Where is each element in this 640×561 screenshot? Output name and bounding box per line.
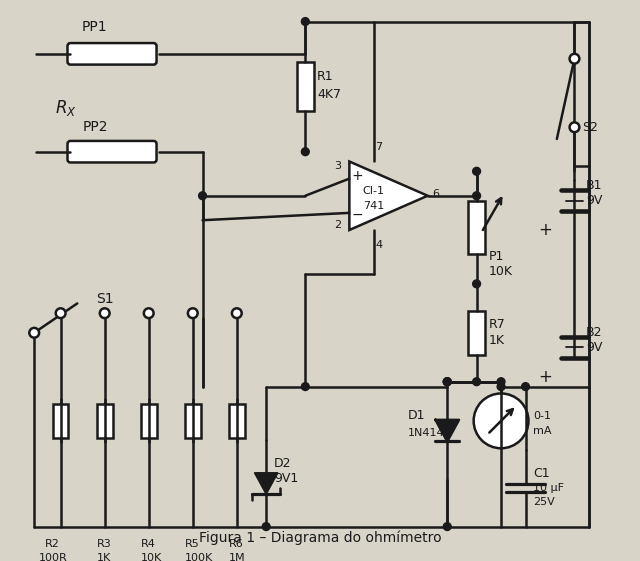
Text: CI-1: CI-1: [363, 186, 385, 196]
FancyBboxPatch shape: [53, 404, 68, 438]
Text: $R_X$: $R_X$: [54, 98, 76, 118]
Circle shape: [301, 383, 309, 390]
Text: R7: R7: [488, 319, 505, 332]
FancyBboxPatch shape: [67, 43, 157, 65]
Circle shape: [29, 328, 39, 338]
Circle shape: [301, 148, 309, 155]
Text: −: −: [351, 208, 363, 222]
Text: PP2: PP2: [82, 120, 108, 134]
FancyBboxPatch shape: [185, 404, 200, 438]
Text: R5: R5: [185, 539, 200, 549]
Text: 1N4148: 1N4148: [408, 427, 452, 438]
Circle shape: [444, 523, 451, 531]
Text: 4: 4: [375, 240, 382, 250]
Text: 100R: 100R: [38, 553, 67, 561]
Circle shape: [473, 167, 481, 175]
Text: 9V1: 9V1: [274, 472, 298, 485]
Text: R2: R2: [45, 539, 60, 549]
Circle shape: [473, 192, 481, 200]
FancyBboxPatch shape: [229, 404, 244, 438]
FancyBboxPatch shape: [141, 404, 157, 438]
Circle shape: [444, 378, 451, 385]
Text: 0-1: 0-1: [533, 411, 552, 421]
Text: S1: S1: [96, 292, 113, 306]
Circle shape: [232, 309, 242, 318]
Polygon shape: [349, 162, 428, 230]
Text: 9V: 9V: [586, 194, 603, 207]
Circle shape: [144, 309, 154, 318]
Text: R3: R3: [97, 539, 111, 549]
Circle shape: [198, 192, 207, 200]
Text: 3: 3: [334, 162, 341, 171]
Text: mA: mA: [533, 426, 552, 436]
Circle shape: [56, 309, 65, 318]
Text: S2: S2: [582, 121, 598, 134]
FancyBboxPatch shape: [97, 404, 113, 438]
Text: PP1: PP1: [82, 20, 108, 34]
Circle shape: [301, 17, 309, 25]
Circle shape: [473, 280, 481, 288]
Text: D1: D1: [408, 410, 426, 422]
Circle shape: [570, 122, 579, 132]
Text: +: +: [538, 221, 552, 239]
Text: 9V: 9V: [586, 341, 603, 354]
Circle shape: [473, 378, 481, 385]
Text: 10 μF: 10 μF: [533, 484, 564, 493]
Text: 1M: 1M: [229, 553, 246, 561]
Text: 10K: 10K: [141, 553, 162, 561]
Text: B2: B2: [586, 327, 603, 339]
Text: D2: D2: [274, 457, 291, 471]
FancyBboxPatch shape: [468, 311, 485, 355]
Circle shape: [497, 383, 505, 390]
FancyBboxPatch shape: [296, 62, 314, 111]
Text: R1: R1: [317, 70, 333, 84]
Text: 4K7: 4K7: [317, 88, 341, 101]
Text: 1K: 1K: [488, 334, 504, 347]
Text: 1K: 1K: [97, 553, 111, 561]
Text: 10K: 10K: [488, 265, 513, 278]
Text: Figura 1 – Diagrama do ohmímetro: Figura 1 – Diagrama do ohmímetro: [198, 530, 442, 545]
Text: 25V: 25V: [533, 497, 555, 507]
Text: 2: 2: [334, 220, 341, 230]
Circle shape: [522, 383, 529, 390]
Polygon shape: [435, 420, 459, 442]
Circle shape: [570, 54, 579, 63]
Text: 7: 7: [375, 142, 382, 152]
Text: 100K: 100K: [185, 553, 213, 561]
Text: 741: 741: [364, 200, 385, 210]
Circle shape: [497, 378, 505, 385]
Text: C1: C1: [533, 467, 550, 480]
Text: +: +: [351, 169, 363, 183]
Text: B1: B1: [586, 180, 603, 192]
Text: R4: R4: [141, 539, 156, 549]
FancyBboxPatch shape: [468, 201, 485, 255]
Text: 6: 6: [433, 189, 440, 199]
FancyBboxPatch shape: [67, 141, 157, 163]
Circle shape: [444, 378, 451, 385]
Circle shape: [100, 309, 109, 318]
Polygon shape: [255, 473, 278, 494]
Text: R6: R6: [229, 539, 244, 549]
Circle shape: [444, 378, 451, 385]
Circle shape: [262, 523, 270, 531]
Text: P1: P1: [488, 250, 504, 264]
Circle shape: [474, 393, 529, 448]
Text: +: +: [538, 368, 552, 386]
Circle shape: [188, 309, 198, 318]
